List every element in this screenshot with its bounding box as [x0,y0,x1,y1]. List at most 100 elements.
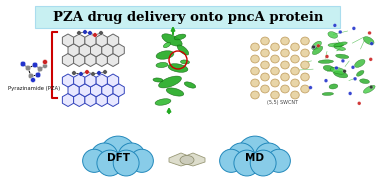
Ellipse shape [168,64,188,72]
Ellipse shape [261,61,269,69]
Polygon shape [74,34,85,47]
Circle shape [83,149,106,172]
Ellipse shape [334,46,346,50]
Ellipse shape [271,55,279,63]
Polygon shape [183,153,205,166]
Circle shape [370,42,374,45]
Ellipse shape [318,60,333,63]
Polygon shape [169,153,191,166]
Circle shape [99,31,103,35]
Ellipse shape [281,73,289,81]
Ellipse shape [301,61,309,69]
Ellipse shape [159,76,181,88]
Polygon shape [85,53,96,66]
Polygon shape [79,44,90,57]
Ellipse shape [363,85,375,93]
Circle shape [325,55,329,58]
Polygon shape [107,74,119,87]
Ellipse shape [281,37,289,45]
Ellipse shape [323,65,334,71]
Circle shape [25,65,31,71]
Polygon shape [107,53,119,66]
Ellipse shape [271,43,279,51]
Circle shape [118,143,145,170]
Circle shape [357,102,361,105]
Circle shape [255,143,282,170]
Ellipse shape [301,37,309,45]
Ellipse shape [322,92,334,95]
Ellipse shape [163,42,171,48]
Circle shape [309,86,312,89]
Circle shape [267,149,290,172]
Ellipse shape [271,67,279,75]
Polygon shape [85,93,96,107]
Polygon shape [107,34,119,47]
Circle shape [333,24,337,27]
Circle shape [234,150,260,176]
Ellipse shape [251,67,259,75]
Ellipse shape [251,43,259,51]
Circle shape [113,150,139,176]
Circle shape [43,64,48,69]
Ellipse shape [251,79,259,87]
Circle shape [335,66,338,70]
Circle shape [37,66,43,72]
Polygon shape [96,74,107,87]
Polygon shape [102,84,113,97]
Circle shape [353,77,357,81]
Circle shape [79,72,83,76]
Circle shape [103,70,107,74]
Ellipse shape [271,91,279,99]
Circle shape [20,61,26,67]
Polygon shape [79,84,90,97]
Circle shape [312,45,315,49]
Circle shape [220,149,243,172]
Polygon shape [68,44,79,57]
Circle shape [130,149,153,172]
Ellipse shape [357,70,364,76]
Polygon shape [113,84,124,97]
Polygon shape [107,93,119,107]
Circle shape [339,30,342,34]
FancyBboxPatch shape [35,6,340,28]
Ellipse shape [281,49,289,57]
Ellipse shape [156,51,174,59]
Ellipse shape [155,99,171,105]
Circle shape [43,60,48,64]
Circle shape [35,72,41,78]
Polygon shape [90,84,102,97]
Circle shape [250,150,276,176]
Ellipse shape [162,34,182,46]
Ellipse shape [291,43,299,51]
Ellipse shape [336,54,349,58]
Ellipse shape [312,41,322,50]
Circle shape [369,85,373,89]
Circle shape [72,71,76,75]
Circle shape [324,79,328,82]
Ellipse shape [281,85,289,93]
Polygon shape [62,53,74,66]
Ellipse shape [312,46,323,55]
Circle shape [97,71,101,75]
Polygon shape [74,74,85,87]
Ellipse shape [174,34,186,40]
Text: MD: MD [245,153,265,163]
Ellipse shape [334,71,348,78]
Text: Pyrazinamide (PZA): Pyrazinamide (PZA) [8,86,60,91]
Polygon shape [96,93,107,107]
Ellipse shape [251,91,259,99]
FancyArrowPatch shape [172,28,175,34]
Ellipse shape [329,84,338,89]
Circle shape [369,58,372,61]
Text: PZA drug delivery onto pncA protein: PZA drug delivery onto pncA protein [53,10,323,24]
Circle shape [77,31,81,35]
Polygon shape [96,53,107,66]
Circle shape [351,66,355,69]
Ellipse shape [360,79,369,84]
Polygon shape [85,34,96,47]
Ellipse shape [328,43,343,47]
Circle shape [312,45,316,49]
Ellipse shape [291,67,299,75]
Polygon shape [68,84,79,97]
Circle shape [100,136,136,172]
